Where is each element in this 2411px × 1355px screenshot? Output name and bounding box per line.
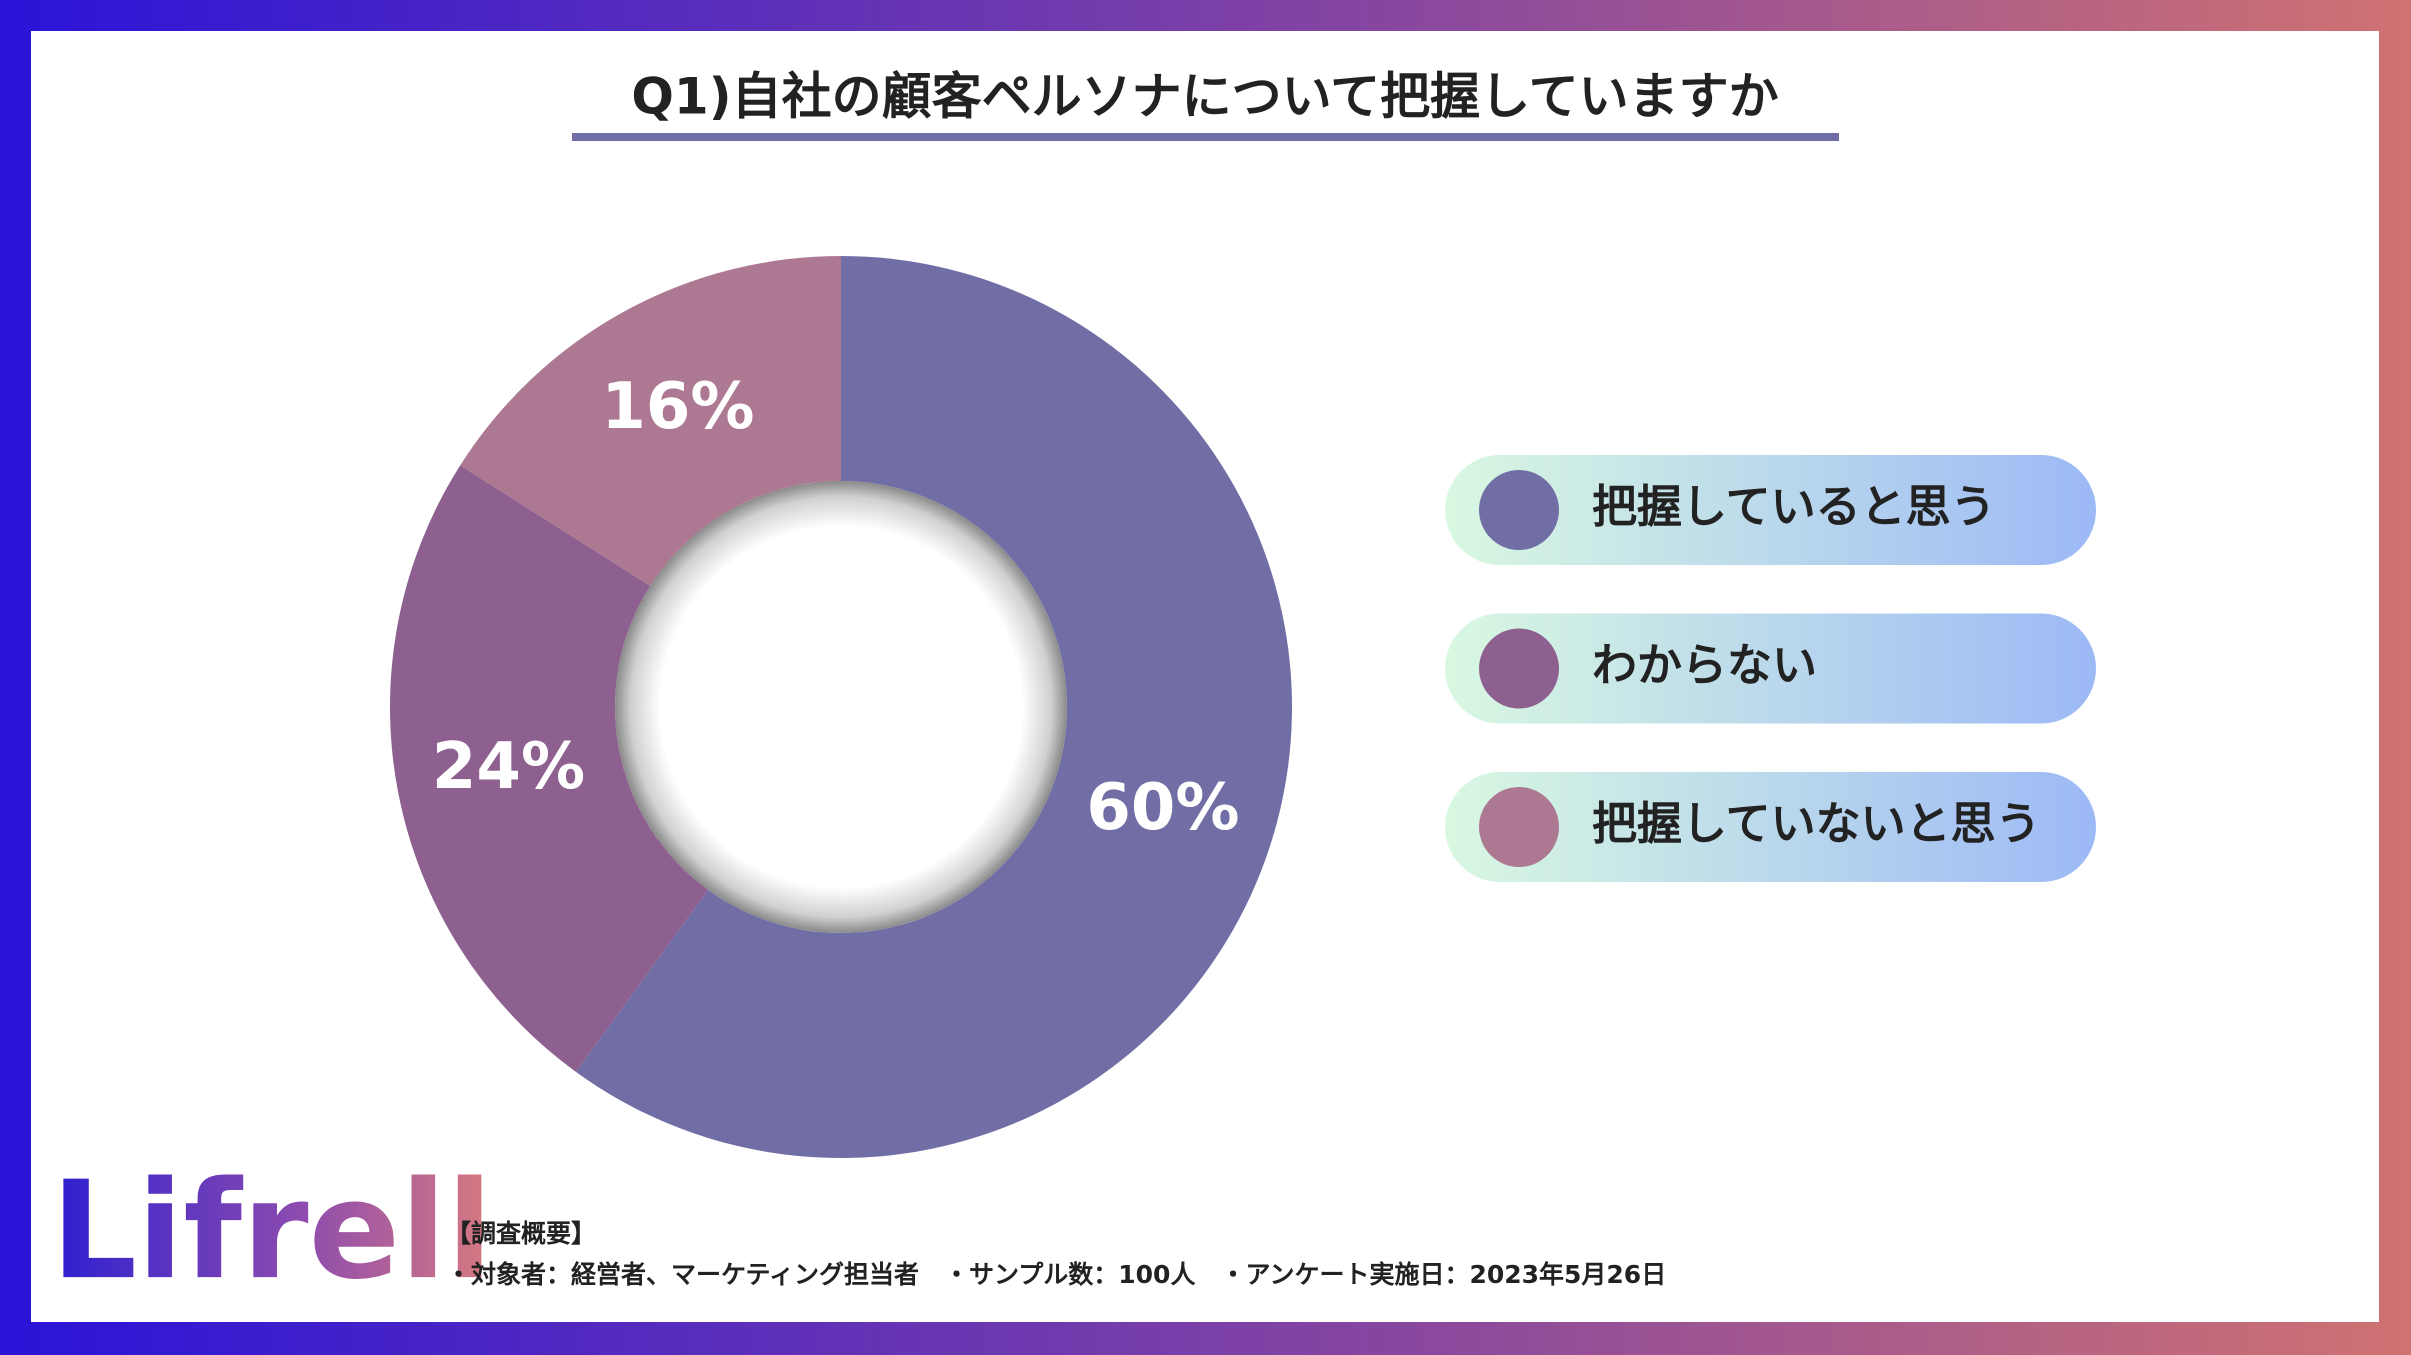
data-label: 24% <box>432 730 585 804</box>
note: ・対象者：経営者、マーケティング担当者 ・サンプル数：100人 ・アンケート実施… <box>446 1260 1666 1289</box>
donut-hole <box>615 481 1067 933</box>
legend-pill <box>1445 772 2096 882</box>
logo: Lifrell <box>51 1152 493 1309</box>
slice <box>460 255 841 586</box>
legend-swatch <box>1479 787 1559 867</box>
legend-label: 把握していないと思う <box>1592 797 2041 850</box>
slice <box>575 256 1292 1158</box>
donut: 60% 24% 16% <box>389 255 1292 1158</box>
note: 【調査概要】 <box>446 1219 596 1248</box>
data-label: 16% <box>601 370 754 444</box>
legend-label: 把握していると思う <box>1592 480 1996 533</box>
legend-pill <box>1445 455 2096 565</box>
legend-pill <box>1445 613 2096 724</box>
legend-label: わからない <box>1592 639 1817 692</box>
title-underline <box>572 133 1839 141</box>
chart-title: Q1)自社の顧客ペルソナについて把握していますか <box>631 68 1778 126</box>
data-label: 60% <box>1086 771 1239 845</box>
slice <box>389 465 709 1072</box>
legend-swatch <box>1479 628 1559 709</box>
legend-swatch <box>1479 470 1559 550</box>
